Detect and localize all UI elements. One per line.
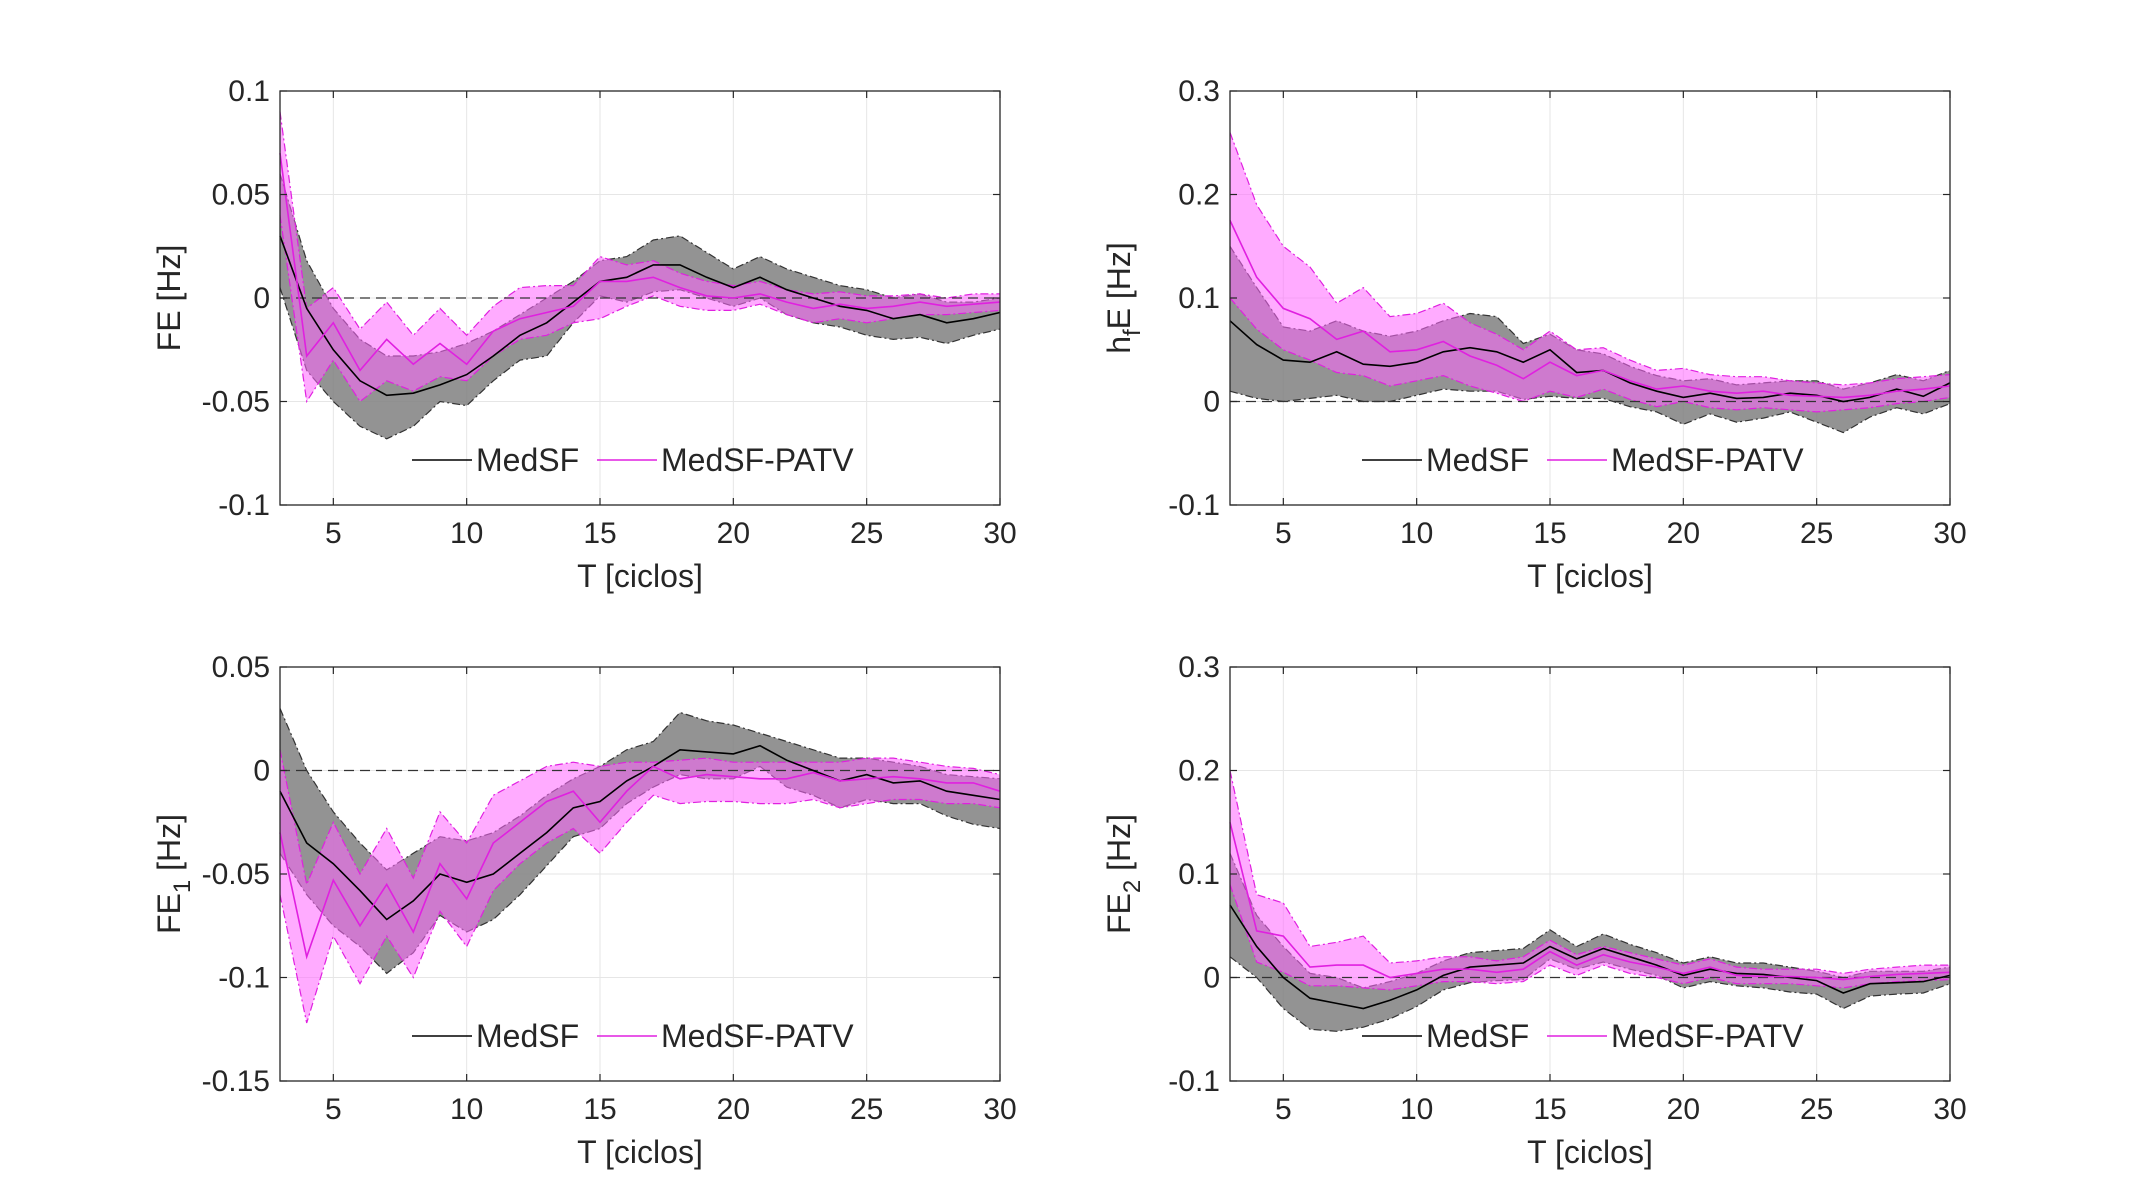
chart-panel-1: 5 10 15 20 25 30 -0.1 -0.05 0 0.05 0.1 T [ciclos] FE… xyxy=(151,75,1017,594)
x-tick-label: 20 xyxy=(717,1093,750,1126)
x-tick-label: 25 xyxy=(850,1093,883,1126)
band-edge-lower-2 xyxy=(279,215,1001,404)
legend-label-2: MedSF-PATV xyxy=(661,442,854,478)
x-tick-label: 20 xyxy=(717,517,750,550)
legend-label-2: MedSF-PATV xyxy=(1611,1018,1804,1054)
legend: MedSF MedSF-PATV xyxy=(412,1018,854,1054)
y-tick-label: 0.1 xyxy=(1178,858,1220,891)
band-series-2 xyxy=(1230,770,1950,990)
x-tick-label: 30 xyxy=(1933,1093,1966,1126)
x-tick-label: 20 xyxy=(1667,517,1700,550)
y-tick-label: 0.3 xyxy=(1178,651,1220,684)
y-tick-label: 0 xyxy=(1203,386,1220,419)
series-line-2 xyxy=(1229,220,1951,399)
y-tick-label: -0.05 xyxy=(202,386,270,419)
series-line-2 xyxy=(279,765,1001,960)
y-tick-label: -0.15 xyxy=(202,1065,270,1098)
x-tick-label: 10 xyxy=(1400,517,1433,550)
legend-label-2: MedSF-PATV xyxy=(661,1018,854,1054)
band-edge-upper-2 xyxy=(279,749,1001,887)
legend-label-1: MedSF xyxy=(476,442,579,478)
x-tick-label: 15 xyxy=(583,1093,616,1126)
x-tick-label: 5 xyxy=(1275,517,1292,550)
band-edge-upper-2 xyxy=(1229,770,1950,975)
y-tick-label: 0.1 xyxy=(1178,282,1220,315)
band-series-2 xyxy=(280,749,1000,1023)
y-axis-label: FE2 [Hz] xyxy=(1101,814,1146,934)
x-tick-label: 10 xyxy=(450,1093,483,1126)
chart-panel-2: 5 10 15 20 25 30 -0.1 0 0.1 0.2 0.3 T [ciclos] hfE [… xyxy=(1101,75,1967,594)
series-line-2 xyxy=(1229,822,1951,981)
y-tick-label: 0.2 xyxy=(1178,755,1220,788)
band-series-2 xyxy=(1230,132,1950,412)
legend: MedSF MedSF-PATV xyxy=(1362,442,1804,478)
y-tick-label: -0.1 xyxy=(1168,489,1220,522)
x-tick-label: 15 xyxy=(583,517,616,550)
series-line-1 xyxy=(279,235,1001,397)
band-edge-lower-1 xyxy=(279,287,1001,440)
band-edge-upper-2 xyxy=(279,111,1000,337)
x-axis-label: T [ciclos] xyxy=(1527,558,1653,594)
band-edge-upper-2 xyxy=(1229,132,1951,386)
x-axis-label: T [ciclos] xyxy=(1527,1134,1653,1170)
x-tick-label: 25 xyxy=(1800,1093,1833,1126)
x-tick-label: 5 xyxy=(325,1093,342,1126)
series-line-1 xyxy=(279,744,1001,921)
legend: MedSF MedSF-PATV xyxy=(1362,1018,1804,1054)
y-tick-label: 0.1 xyxy=(228,75,270,108)
y-axis-label: FE [Hz] xyxy=(151,245,187,352)
y-tick-label: 0 xyxy=(1203,962,1220,995)
legend: MedSF MedSF-PATV xyxy=(412,442,854,478)
x-tick-label: 15 xyxy=(1533,517,1566,550)
x-axis-label: T [ciclos] xyxy=(577,1134,703,1170)
x-tick-label: 5 xyxy=(1275,1093,1292,1126)
x-tick-label: 20 xyxy=(1667,1093,1700,1126)
y-tick-label: 0.2 xyxy=(1178,179,1220,212)
series-line-1 xyxy=(1229,320,1951,403)
series-line-1 xyxy=(1229,904,1951,1010)
y-tick-label: 0.3 xyxy=(1178,75,1220,108)
y-axis-label: hfE [Hz] xyxy=(1101,242,1146,354)
y-tick-label: 0.05 xyxy=(212,651,270,684)
x-tick-label: 30 xyxy=(983,517,1016,550)
band-edge-lower-1 xyxy=(1229,956,1951,1032)
y-tick-label: 0.05 xyxy=(212,179,270,212)
x-tick-label: 25 xyxy=(1800,517,1833,550)
y-tick-label: -0.1 xyxy=(218,962,270,995)
x-tick-label: 25 xyxy=(850,517,883,550)
band-edge-lower-2 xyxy=(1229,297,1951,413)
x-tick-label: 10 xyxy=(1400,1093,1433,1126)
x-tick-label: 30 xyxy=(983,1093,1016,1126)
x-tick-label: 15 xyxy=(1533,1093,1566,1126)
x-tick-label: 10 xyxy=(450,517,483,550)
y-tick-label: 0 xyxy=(253,282,270,315)
x-tick-label: 5 xyxy=(325,517,342,550)
legend-label-1: MedSF xyxy=(1426,442,1529,478)
chart-panel-4: 5 10 15 20 25 30 -0.1 0 0.1 0.2 0.3 T [ciclos] FE2 [… xyxy=(1101,651,1967,1170)
legend-label-2: MedSF-PATV xyxy=(1611,442,1804,478)
y-tick-label: -0.05 xyxy=(202,858,270,891)
y-tick-label: -0.1 xyxy=(1168,1065,1220,1098)
y-tick-label: -0.1 xyxy=(218,489,270,522)
chart-panel-3: 5 10 15 20 25 30 -0.15 -0.1 -0.05 0 0.05 T [ciclos]… xyxy=(151,651,1017,1170)
legend-label-1: MedSF xyxy=(1426,1018,1529,1054)
x-tick-label: 30 xyxy=(1933,517,1966,550)
x-axis-label: T [ciclos] xyxy=(577,558,703,594)
band-edge-lower-2 xyxy=(279,794,1001,1024)
legend-label-1: MedSF xyxy=(476,1018,579,1054)
y-tick-label: 0 xyxy=(253,755,270,788)
y-axis-label: FE1 [Hz] xyxy=(151,814,196,934)
series-line-2 xyxy=(279,152,1001,372)
